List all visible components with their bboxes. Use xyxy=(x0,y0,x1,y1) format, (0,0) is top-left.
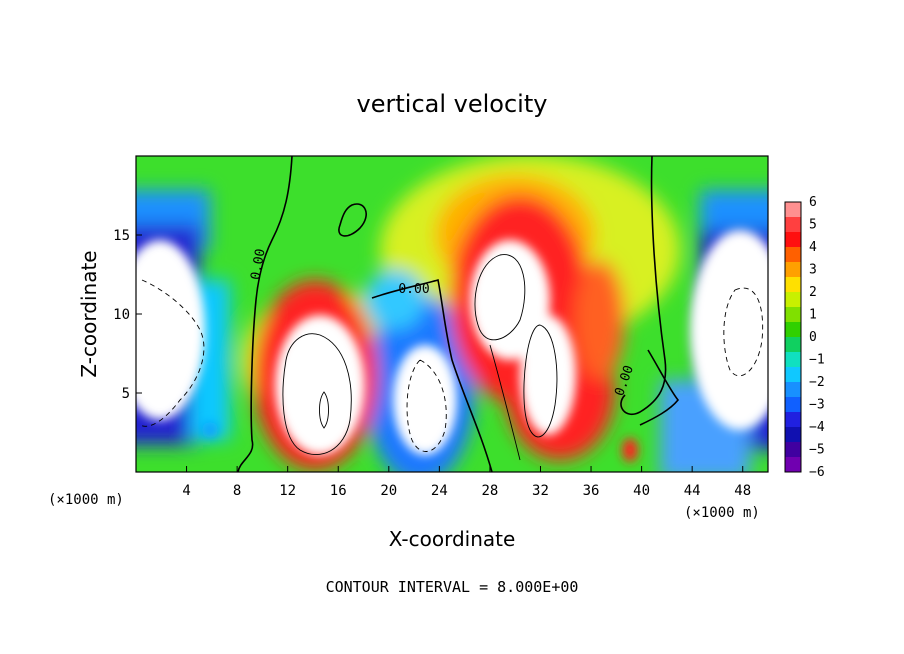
zero-contours xyxy=(237,156,680,472)
chart-title: vertical velocity xyxy=(357,90,548,118)
y-axis: 5 10 15 xyxy=(113,228,142,402)
x-tick-label: 12 xyxy=(279,483,296,499)
x-tick-label: 16 xyxy=(330,483,347,499)
colorbar-swatch xyxy=(785,292,801,308)
colorbar-tick-label: 3 xyxy=(809,263,817,278)
colorbar-swatch xyxy=(785,247,801,263)
colorbar-swatch xyxy=(785,337,801,353)
contour-label: 0.00 xyxy=(248,248,268,281)
x-tick-label: 4 xyxy=(182,483,190,499)
colorbar-tick-label: 2 xyxy=(809,285,817,300)
y-tick-label: 5 xyxy=(122,386,130,402)
x-tick-label: 36 xyxy=(583,483,600,499)
y-tick-label: 15 xyxy=(113,228,130,244)
colorbar-tick-label: −6 xyxy=(809,465,825,480)
x-tick-label: 8 xyxy=(233,483,241,499)
x-tick-label: 40 xyxy=(633,483,650,499)
colorbar-swatch xyxy=(785,427,801,443)
y-axis-label: Z-coordinate xyxy=(77,250,101,377)
colorbar-tick-label: −2 xyxy=(809,375,825,390)
x-axis-label: X-coordinate xyxy=(389,527,516,551)
colorbar-tick-label: 5 xyxy=(809,218,817,233)
colorbar-tick-label: −5 xyxy=(809,443,825,458)
colorbar-tick-label: −3 xyxy=(809,398,825,413)
colorbar-swatch xyxy=(785,232,801,248)
core-contours xyxy=(282,254,558,461)
x-tick-label: 48 xyxy=(734,483,751,499)
colorbar-swatch xyxy=(785,367,801,383)
colorbar-swatch xyxy=(785,442,801,458)
x-unit-right: (×1000 m) xyxy=(684,505,760,521)
x-tick-label: 20 xyxy=(380,483,397,499)
x-tick-label: 28 xyxy=(481,483,498,499)
colorbar-swatch xyxy=(785,457,801,473)
colorbar-swatch xyxy=(785,307,801,323)
colorbar-tick-label: 0 xyxy=(809,330,817,345)
colorbar-swatch xyxy=(785,202,801,218)
x-tick-label: 32 xyxy=(532,483,549,499)
colorbar-swatch xyxy=(785,217,801,233)
colorbar-tick-label: 6 xyxy=(809,195,817,210)
negative-contours xyxy=(139,279,764,452)
colorbar-tick-label: 1 xyxy=(809,308,817,323)
colorbar-swatch xyxy=(785,262,801,278)
x-tick-label: 24 xyxy=(431,483,448,499)
colorbar-tick-label: −4 xyxy=(809,420,825,435)
colorbar-swatch xyxy=(785,382,801,398)
colorbar-swatch xyxy=(785,322,801,338)
heatmap-field xyxy=(136,156,768,472)
colorbar: 6 5 4 3 2 1 0 −1 −2 −3 −4 −5 −6 xyxy=(784,195,825,480)
colorbar-swatch xyxy=(785,352,801,368)
contour-label: 0.00 xyxy=(398,282,429,297)
x-unit-left: (×1000 m) xyxy=(48,492,124,508)
colorbar-swatch xyxy=(785,397,801,413)
colorbar-swatch xyxy=(785,277,801,293)
y-tick-label: 10 xyxy=(113,307,130,323)
colorbar-tick-label: −1 xyxy=(809,353,825,368)
x-axis: 4 8 12 16 20 24 28 32 36 40 44 48 xyxy=(182,466,751,499)
colorbar-tick-label: 4 xyxy=(809,240,817,255)
colorbar-swatch xyxy=(785,412,801,428)
x-tick-label: 44 xyxy=(684,483,701,499)
contour-interval-note: CONTOUR INTERVAL = 8.000E+00 xyxy=(326,578,579,596)
